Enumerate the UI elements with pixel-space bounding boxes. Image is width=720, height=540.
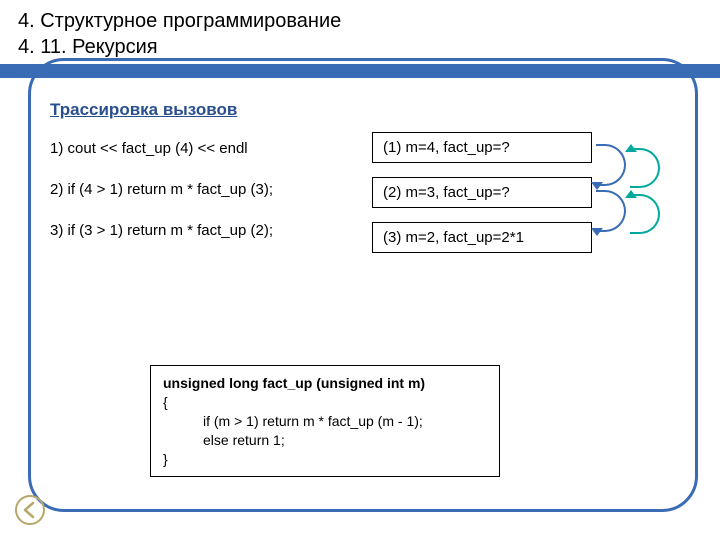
code-line: { xyxy=(163,393,487,412)
arrow-up-icon xyxy=(630,148,660,188)
state-box: (2) m=3, fact_up=? xyxy=(372,177,592,208)
subtitle: Трассировка вызовов xyxy=(50,100,237,120)
state-column: (1) m=4, fact_up=? (2) m=3, fact_up=? (3… xyxy=(372,132,592,267)
arrow-up-icon xyxy=(630,194,660,234)
header-line-2: 4. 11. Рекурсия xyxy=(18,36,158,58)
nav-back-icon[interactable] xyxy=(14,494,46,526)
state-box: (3) m=2, fact_up=2*1 xyxy=(372,222,592,253)
code-line: unsigned long fact_up (unsigned int m) xyxy=(163,375,425,391)
arrow-head-icon xyxy=(625,144,637,152)
code-line: } xyxy=(163,450,487,469)
code-line: if (m > 1) return m * fact_up (m - 1); xyxy=(163,412,487,431)
trace-line: 1) cout << fact_up (4) << endl xyxy=(50,140,340,157)
arrow-head-icon xyxy=(591,228,603,236)
code-line: else return 1; xyxy=(163,431,487,450)
arrow-down-icon xyxy=(596,144,626,186)
header-line-1: 4. Структурное программирование xyxy=(18,10,341,32)
trace-line: 2) if (4 > 1) return m * fact_up (3); xyxy=(50,181,340,198)
arrow-head-icon xyxy=(591,182,603,190)
trace-line: 3) if (3 > 1) return m * fact_up (2); xyxy=(50,222,340,239)
code-box: unsigned long fact_up (unsigned int m) {… xyxy=(150,365,500,477)
recursion-arrows xyxy=(596,132,696,302)
state-box: (1) m=4, fact_up=? xyxy=(372,132,592,163)
arrow-down-icon xyxy=(596,190,626,232)
arrow-head-icon xyxy=(625,190,637,198)
trace-column: 1) cout << fact_up (4) << endl 2) if (4 … xyxy=(50,140,340,263)
slide-header: 4. Структурное программирование 4. 11. Р… xyxy=(0,0,720,72)
